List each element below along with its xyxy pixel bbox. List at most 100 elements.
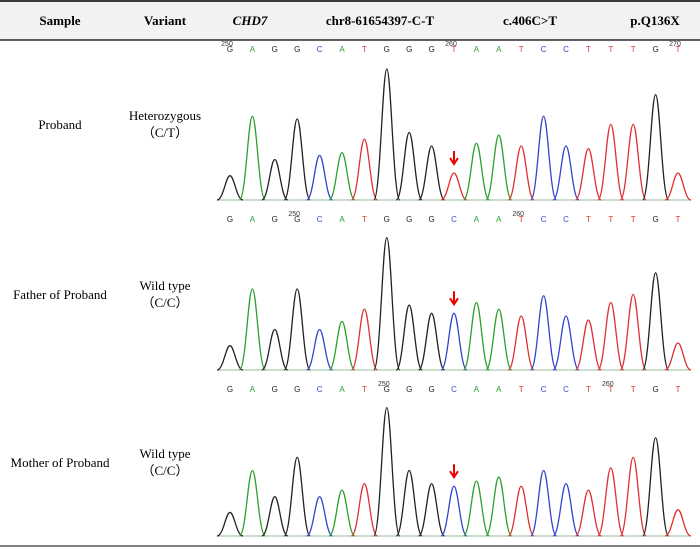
position-marker: 250 [378, 381, 390, 388]
base-call: T [362, 215, 367, 224]
base-call: T [631, 215, 636, 224]
base-call: T [608, 45, 613, 54]
peak [283, 288, 311, 371]
header-background [0, 0, 700, 40]
base-call: G [428, 215, 434, 224]
base-call: C [563, 45, 569, 54]
peak [507, 315, 535, 371]
base-call: T [631, 385, 636, 394]
peak [619, 456, 647, 537]
peak [529, 115, 558, 201]
base-call: T [631, 45, 636, 54]
position-marker: 260 [445, 41, 457, 48]
peak [485, 476, 513, 537]
peak [462, 301, 491, 371]
peak [462, 142, 491, 201]
sample-label: Father of Proband [13, 287, 107, 302]
peak [574, 319, 603, 371]
peak [306, 496, 333, 537]
base-call: T [608, 385, 613, 394]
peak [395, 131, 423, 201]
column-header: Variant [144, 13, 187, 28]
peak [462, 480, 491, 537]
peak [417, 312, 446, 371]
peak [529, 295, 558, 371]
peak [552, 145, 580, 201]
base-call: G [406, 45, 412, 54]
peak [216, 175, 244, 201]
base-call: G [652, 45, 658, 54]
peak [664, 342, 692, 371]
base-call: C [451, 385, 457, 394]
peak [328, 152, 356, 201]
peak [261, 328, 289, 371]
variant-label: Wild type [139, 446, 190, 461]
base-call: A [339, 215, 345, 224]
base-call: C [317, 385, 323, 394]
peak [373, 406, 401, 537]
peak [440, 485, 468, 537]
base-call: T [452, 45, 457, 54]
base-call: A [250, 215, 256, 224]
base-call: C [563, 385, 569, 394]
base-call: G [428, 385, 434, 394]
base-call: G [294, 215, 300, 224]
sample-label: Proband [38, 117, 82, 132]
variant-label: Heterozygous [129, 108, 201, 123]
position-marker: 250 [221, 41, 233, 48]
base-call: C [541, 215, 547, 224]
peak [597, 301, 625, 371]
peak [552, 315, 580, 371]
position-marker: 250 [288, 211, 300, 218]
peak [373, 68, 401, 201]
base-call: G [652, 385, 658, 394]
peak [305, 154, 334, 201]
peak [350, 308, 379, 371]
peak [664, 172, 692, 201]
column-header: p.Q136X [630, 13, 680, 28]
column-header: Sample [39, 13, 80, 28]
variant-label: （C/T） [142, 125, 188, 140]
peak [485, 134, 513, 201]
sample-label: Mother of Proband [11, 455, 110, 470]
peak [238, 469, 267, 537]
peak [574, 148, 603, 201]
peak [597, 467, 625, 537]
base-call: A [474, 215, 480, 224]
peak [597, 123, 625, 201]
peak [216, 511, 244, 537]
column-header: CHD7 [233, 13, 268, 28]
base-call: G [272, 45, 278, 54]
base-call: G [384, 45, 390, 54]
peak [350, 482, 379, 537]
base-call: T [362, 385, 367, 394]
base-call: T [519, 45, 524, 54]
column-header: chr8-61654397-C-T [326, 13, 435, 28]
column-header: c.406C>T [503, 13, 557, 28]
base-call: T [586, 385, 591, 394]
base-call: G [428, 45, 434, 54]
peak [619, 123, 647, 201]
base-call: G [272, 385, 278, 394]
peak [507, 145, 535, 201]
base-call: T [586, 45, 591, 54]
base-call: C [317, 215, 323, 224]
peak [440, 312, 468, 371]
peak [485, 308, 513, 371]
peak [350, 138, 379, 201]
peak [283, 456, 311, 537]
base-call: T [608, 215, 613, 224]
base-call: C [451, 215, 457, 224]
peak [261, 496, 289, 537]
base-call: G [294, 45, 300, 54]
peak [395, 304, 423, 371]
peak [238, 115, 267, 201]
peak [507, 485, 535, 537]
base-call: G [406, 215, 412, 224]
variant-arrow [449, 291, 459, 307]
peak [373, 237, 401, 371]
variant-label: （C/C） [142, 295, 189, 310]
peak [641, 437, 670, 537]
peak [395, 469, 423, 537]
base-call: G [227, 215, 233, 224]
